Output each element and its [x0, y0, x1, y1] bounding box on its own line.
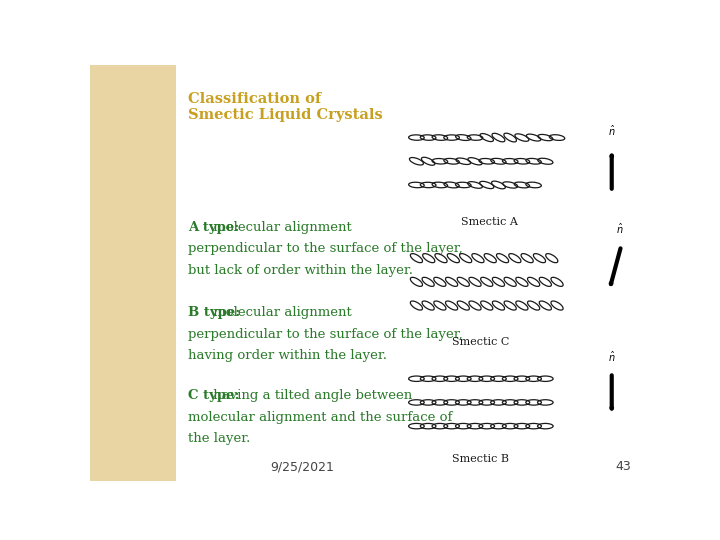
- Text: $\hat{n}$: $\hat{n}$: [608, 123, 616, 138]
- FancyBboxPatch shape: [90, 65, 176, 481]
- Text: having order within the layer.: having order within the layer.: [188, 349, 387, 362]
- Text: perpendicular to the surface of the layer,: perpendicular to the surface of the laye…: [188, 328, 462, 341]
- Text: molecular alignment: molecular alignment: [210, 221, 352, 234]
- Text: Smectic C: Smectic C: [452, 337, 509, 347]
- Text: molecular alignment: molecular alignment: [210, 306, 352, 319]
- Text: Smectic A: Smectic A: [461, 217, 518, 227]
- Text: 43: 43: [616, 460, 631, 473]
- Text: C type:: C type:: [188, 389, 239, 402]
- Text: the layer.: the layer.: [188, 433, 250, 446]
- Text: $\hat{n}$: $\hat{n}$: [616, 222, 624, 236]
- Text: B type:: B type:: [188, 306, 240, 319]
- Text: $\hat{n}$: $\hat{n}$: [608, 350, 616, 364]
- Text: Classification of
Smectic Liquid Crystals: Classification of Smectic Liquid Crystal…: [188, 92, 382, 122]
- Text: but lack of order within the layer.: but lack of order within the layer.: [188, 264, 413, 277]
- Text: having a tilted angle between: having a tilted angle between: [210, 389, 413, 402]
- FancyBboxPatch shape: [176, 65, 648, 481]
- Text: 9/25/2021: 9/25/2021: [270, 460, 334, 473]
- Text: perpendicular to the surface of the layer,: perpendicular to the surface of the laye…: [188, 242, 462, 255]
- Text: Smectic B: Smectic B: [452, 454, 509, 463]
- Text: A type:: A type:: [188, 221, 239, 234]
- Text: molecular alignment and the surface of: molecular alignment and the surface of: [188, 411, 452, 424]
